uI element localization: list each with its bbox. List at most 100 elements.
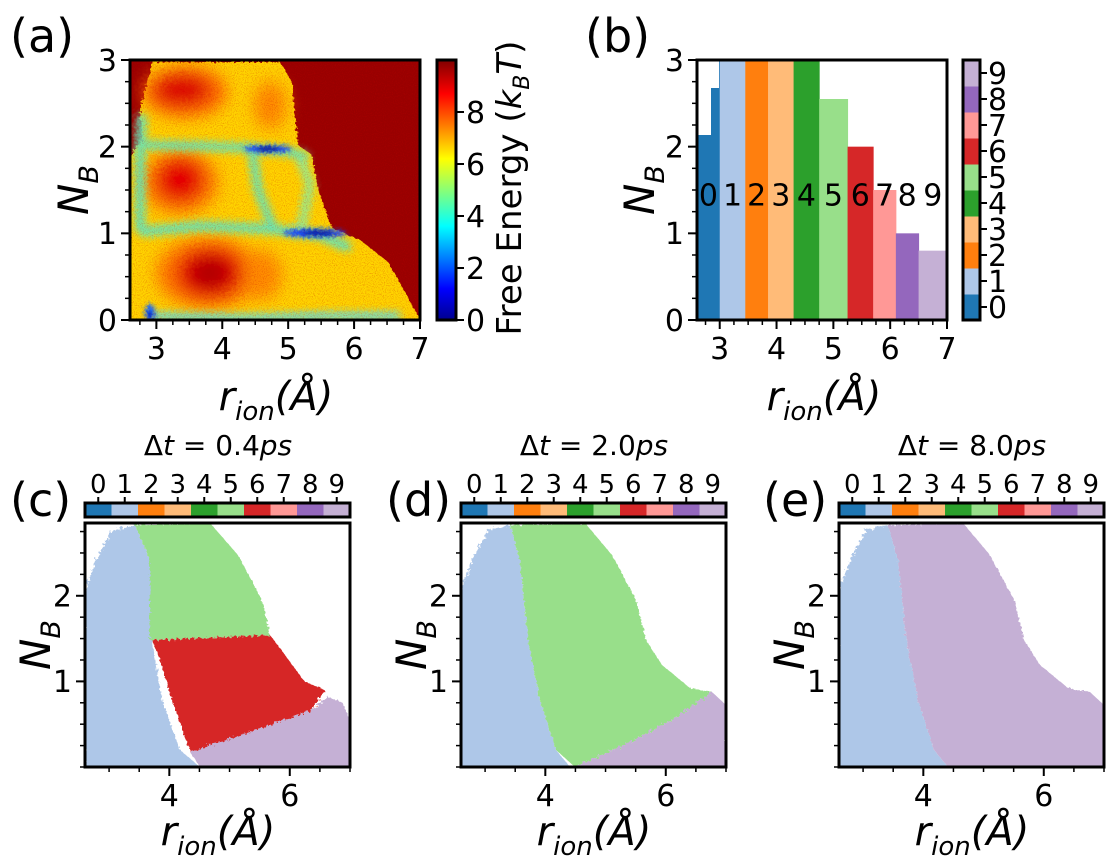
unsampled-region (697, 60, 711, 135)
y-tick-label: 1 (429, 665, 448, 700)
colorbar-tick-label: 4 (572, 470, 589, 500)
x-axis-label-b: rion(Å) (767, 372, 882, 427)
colorbar-frame (837, 501, 1106, 519)
state-5-region-d (510, 523, 712, 767)
state-5-region-c (135, 523, 270, 640)
colorbar-b-tick-label: 0 (988, 291, 1007, 326)
x-tick-label: 7 (937, 332, 956, 367)
colorbar-tick-label: 5 (598, 470, 615, 500)
colorbar-b-cell-7 (963, 112, 980, 139)
colorbar-tick-label: 1 (870, 470, 887, 500)
colorbar-cell-3 (540, 503, 568, 517)
colorbar-b-cell-8 (963, 86, 980, 113)
colorbar-b-tick-label: 7 (988, 109, 1007, 144)
x-tick-label: 6 (1034, 779, 1053, 814)
y-tick-label: 3 (98, 44, 117, 79)
state-strip-6 (847, 146, 874, 320)
colorbar-cell-9 (1077, 503, 1105, 517)
state-label-0: 0 (699, 178, 718, 213)
colorbar-a-tick-label: 6 (466, 148, 485, 183)
colorbar-tick-label: 6 (1003, 470, 1020, 500)
axes-c-frame (83, 521, 352, 769)
colorbar-cell-3 (918, 503, 946, 517)
colorbar-tick-label: 6 (625, 470, 642, 500)
colorbar-tick-label: 1 (492, 470, 509, 500)
colorbar-tick-label: 0 (466, 470, 483, 500)
state-1-region-e (839, 525, 948, 767)
state-strip-4 (793, 60, 820, 320)
colorbar-b-cell-4 (963, 190, 980, 217)
colorbar-tick-label: 9 (1082, 470, 1099, 500)
colorbar-frame (459, 501, 728, 519)
colorbar-b-tick-label: 1 (988, 265, 1007, 300)
colorbar-cell-1 (487, 503, 515, 517)
y-axis-label-b: NB (615, 165, 671, 215)
colorbar-tick-label: 5 (222, 470, 239, 500)
state-strip-7 (873, 190, 897, 320)
panel-label-e: (e) (763, 473, 827, 527)
state-label-2: 2 (747, 178, 766, 213)
unsampled-region (711, 60, 719, 88)
colorbar-a-ticks: 0 2 4 6 8 (456, 96, 485, 339)
x-tick-label: 3 (147, 332, 166, 367)
colorbar-cell-1 (111, 503, 139, 517)
state-label-5: 5 (824, 178, 843, 213)
colorbar-cell-3 (164, 503, 192, 517)
colorbar-cell-8 (1051, 503, 1078, 517)
colorbar-tick-label: 5 (976, 470, 993, 500)
state-label-9: 9 (923, 178, 942, 213)
colorbar-b-tick-label: 5 (988, 161, 1007, 196)
colorbar-cell-2 (514, 503, 541, 517)
colorbar-cell-5 (971, 503, 999, 517)
colorbar-cell-0 (461, 503, 488, 517)
axis-ticks-d: 4 6 1 2 (429, 530, 727, 814)
colorbar-tick-label: 0 (844, 470, 861, 500)
colorbar-a-tick-label: 2 (466, 252, 485, 287)
colorbar-a (435, 58, 458, 322)
axes-e-frame (837, 521, 1106, 769)
colorbar-cell-6 (620, 503, 647, 517)
heatmap-a (130, 60, 420, 320)
colorbar-b-tick-label: 3 (988, 213, 1007, 248)
colorbar-b-tick-label: 2 (988, 239, 1007, 274)
colorbar-tick-label: 3 (923, 470, 940, 500)
colorbar-b-cell-2 (963, 242, 980, 269)
colorbar-tick-label: 3 (545, 470, 562, 500)
colorbar-cell-2 (892, 503, 919, 517)
colorbar-frame (83, 501, 352, 519)
y-axis-label-d: NB (387, 620, 443, 670)
x-tick-label: 5 (824, 332, 843, 367)
colorbar-cell-7 (1024, 503, 1052, 517)
panel-title-d: Δt = 2.0ps (520, 429, 668, 462)
state-strip-5 (819, 99, 849, 320)
panel-label-b: (b) (585, 9, 650, 63)
colorbar-cell-7 (270, 503, 298, 517)
colorbar-tick-label: 7 (275, 470, 292, 500)
colorbar-tick-label: 9 (328, 470, 345, 500)
y-tick-label: 2 (665, 130, 684, 165)
colorbar-b-cell-6 (963, 138, 980, 165)
panel-title-c: Δt = 0.4ps (144, 429, 292, 462)
y-tick-label: 1 (665, 217, 684, 252)
y-tick-label: 1 (98, 217, 117, 252)
colorbar-tick-label: 7 (651, 470, 668, 500)
state-label-8: 8 (898, 178, 917, 213)
x-axis-label-e: rion(Å) (915, 807, 1030, 861)
state-strip-1 (719, 60, 746, 320)
state-label-1: 1 (723, 178, 742, 213)
colorbar-cell-9 (323, 503, 351, 517)
x-tick-label: 4 (213, 332, 232, 367)
colorbar-a-tick-label: 8 (466, 96, 485, 131)
colorbar-cell-7 (646, 503, 674, 517)
x-tick-label: 6 (280, 779, 299, 814)
colorbar-cell-4 (191, 503, 218, 517)
colorbar-tick-label: 0 (90, 470, 107, 500)
colorbar-cell-6 (998, 503, 1025, 517)
colorbar-a-label: Free Energy (kBT) (490, 41, 535, 336)
